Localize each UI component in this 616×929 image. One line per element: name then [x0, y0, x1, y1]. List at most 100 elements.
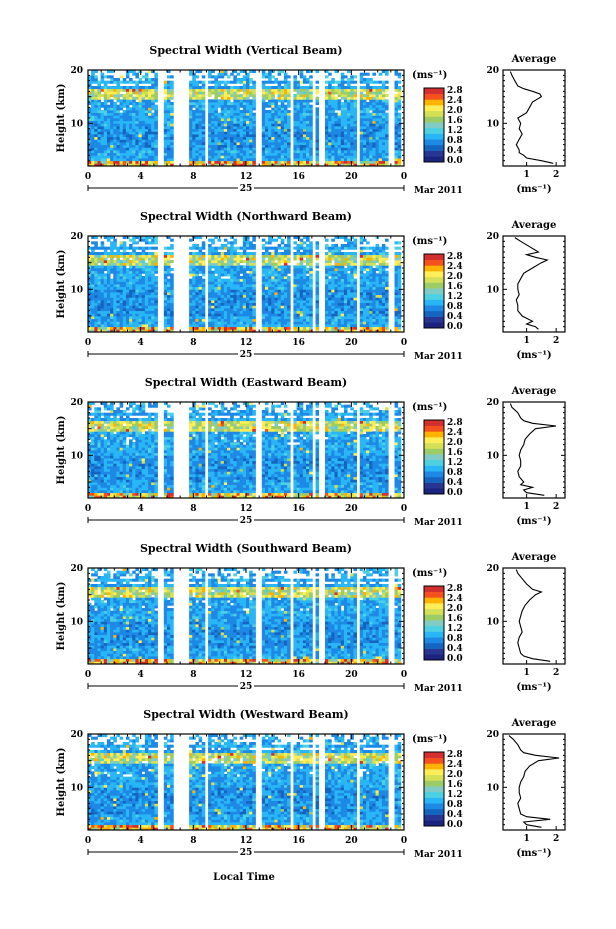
heatmap-cell: [242, 80, 247, 84]
heatmap-cell: [151, 158, 155, 162]
heatmap-cell: [103, 300, 108, 304]
heatmap-cell: [353, 115, 357, 119]
heatmap-cell: [337, 94, 342, 98]
heatmap-cell: [94, 150, 98, 154]
heatmap-cell: [283, 252, 288, 256]
heatmap-cell: [375, 80, 380, 84]
heatmap-cell: [378, 163, 383, 167]
heatmap-cell: [227, 289, 231, 293]
heatmap-cell: [163, 88, 168, 92]
heatmap-cell: [378, 104, 383, 108]
heatmap-cell: [315, 270, 320, 274]
heatmap-cell: [283, 107, 288, 111]
heatmap-cell: [110, 91, 114, 95]
heatmap-cell: [343, 112, 348, 116]
heatmap-cell: [252, 300, 256, 304]
heatmap-cell: [201, 75, 206, 79]
heatmap-cell: [106, 289, 111, 293]
heatmap-cell: [362, 134, 367, 138]
heatmap-cell: [220, 158, 225, 162]
heatmap-cell: [223, 305, 228, 309]
heatmap-cell: [372, 142, 376, 146]
heatmap-cell: [132, 238, 136, 242]
heatmap-cell: [132, 160, 136, 164]
heatmap-cell: [125, 308, 130, 312]
heatmap-cell: [129, 310, 133, 314]
heatmap-cell: [315, 316, 320, 320]
heatmap-cell: [122, 139, 127, 143]
heatmap-cell: [223, 318, 228, 322]
heatmap-cell: [211, 115, 215, 119]
heatmap-cell: [141, 136, 146, 140]
heatmap-cell: [132, 104, 136, 108]
heatmap-cell: [236, 254, 241, 258]
heatmap-cell: [397, 155, 402, 159]
heatmap-cell: [268, 289, 272, 293]
heatmap-cell: [397, 102, 402, 106]
heatmap-cell: [261, 115, 266, 119]
heatmap-cell: [268, 265, 272, 269]
heatmap-cell: [353, 75, 357, 79]
heatmap-cell: [125, 257, 130, 261]
heatmap-cell: [381, 99, 386, 103]
heatmap-cell: [287, 115, 291, 119]
heatmap-cell: [381, 80, 386, 84]
heatmap-cell: [293, 158, 297, 162]
heatmap-cell: [189, 86, 193, 90]
heatmap-cell: [299, 265, 304, 269]
heatmap-cell: [195, 294, 199, 298]
heatmap-cell: [151, 294, 155, 298]
heatmap-cell: [315, 150, 320, 154]
heatmap-cell: [315, 147, 320, 151]
heatmap-cell: [340, 104, 345, 108]
heatmap-cell: [163, 115, 168, 119]
heatmap-cell: [223, 123, 228, 127]
heatmap-cell: [334, 150, 339, 154]
heatmap-cell: [337, 104, 342, 108]
heatmap-cell: [198, 278, 203, 282]
heatmap-cell: [144, 246, 149, 250]
heatmap-cell: [211, 163, 215, 167]
heatmap-cell: [287, 104, 291, 108]
heatmap-cell: [110, 155, 114, 159]
heatmap-cell: [359, 131, 364, 135]
heatmap-cell: [192, 313, 196, 317]
heatmap-cell: [340, 102, 345, 106]
heatmap-cell: [306, 297, 310, 301]
heatmap-cell: [375, 142, 380, 146]
heatmap-cell: [268, 158, 272, 162]
heatmap-cell: [366, 136, 370, 140]
heatmap-cell: [372, 88, 376, 92]
heatmap-cell: [236, 91, 241, 95]
heatmap-cell: [397, 152, 402, 156]
heatmap-cell: [325, 107, 329, 111]
heatmap-cell: [141, 142, 146, 146]
heatmap-cell: [122, 104, 127, 108]
heatmap-cell: [372, 131, 376, 135]
heatmap-cell: [154, 297, 158, 301]
heatmap-cell: [135, 262, 139, 266]
heatmap-cell: [337, 136, 342, 140]
heatmap-cell: [163, 150, 168, 154]
heatmap-cell: [167, 158, 171, 162]
heatmap-cell: [106, 158, 111, 162]
heatmap-cell: [264, 75, 269, 79]
heatmap-cell: [283, 110, 288, 114]
heatmap-cell: [119, 244, 124, 248]
heatmap-cell: [154, 313, 158, 317]
heatmap-cell: [299, 110, 304, 114]
heatmap-cell: [296, 94, 301, 98]
heatmap-cell: [97, 302, 102, 306]
heatmap-cell: [261, 276, 266, 280]
heatmap-cell: [236, 110, 241, 114]
heatmap-cell: [249, 308, 253, 312]
heatmap-cell: [252, 252, 256, 256]
heatmap-cell: [246, 134, 250, 138]
heatmap-cell: [167, 273, 171, 277]
heatmap-cell: [167, 86, 171, 90]
heatmap-cell: [151, 321, 155, 325]
heatmap-cell: [315, 155, 320, 159]
heatmap-cell: [198, 262, 203, 266]
heatmap-cell: [167, 308, 171, 312]
heatmap-cell: [287, 118, 291, 122]
